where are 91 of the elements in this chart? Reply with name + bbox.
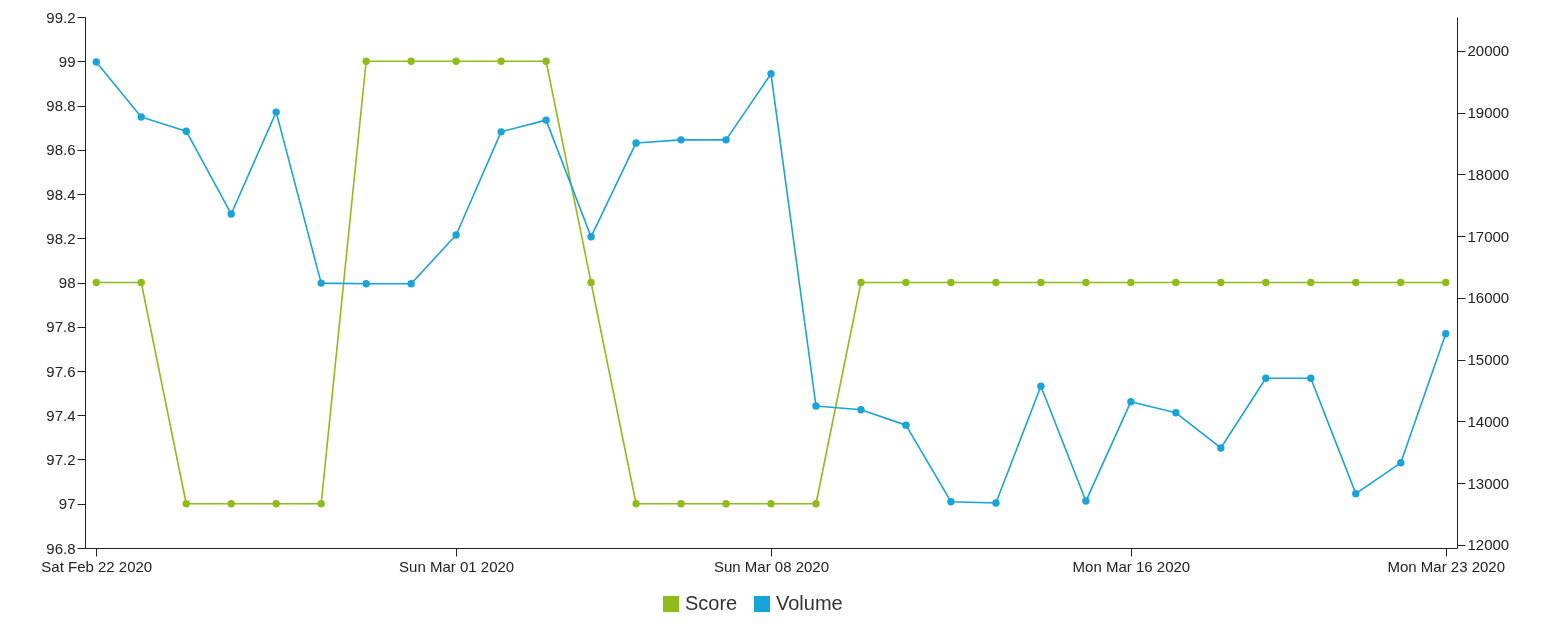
y-tick-label: 99 [58, 52, 76, 70]
y-tick-label: 97.2 [46, 451, 76, 468]
x-tick-label: Sun Mar 08 2020 [713, 557, 830, 575]
point [1397, 459, 1405, 467]
y2-tick-label: 15000 [1467, 351, 1510, 369]
point [587, 278, 595, 287]
point [137, 113, 145, 121]
y-tick-label: 97.8 [46, 318, 76, 336]
point [1442, 330, 1450, 338]
point [1307, 278, 1315, 287]
point [1217, 278, 1225, 287]
y2-tick-label: 13000 [1467, 474, 1510, 492]
x-tick-label: Mon Mar 16 2020 [1072, 557, 1191, 575]
point [632, 500, 640, 508]
point [947, 497, 955, 506]
y2-tick-label: 12000 [1467, 536, 1510, 554]
y-tick-label: 97.6 [46, 362, 76, 380]
legend-label: Score [685, 592, 738, 614]
y-tick-label: 97.4 [46, 406, 76, 424]
point [272, 500, 280, 508]
point [1127, 397, 1135, 406]
y2-tick-label: 14000 [1467, 412, 1510, 430]
point [587, 233, 595, 241]
point [92, 58, 100, 66]
y2-tick-label: 17000 [1467, 227, 1510, 245]
point [902, 278, 910, 287]
point [407, 57, 415, 65]
point [767, 500, 775, 508]
y-tick-label: 98.8 [46, 97, 76, 114]
y2-tick-label: 16000 [1467, 289, 1510, 307]
point [1262, 278, 1270, 287]
point [632, 139, 640, 147]
y-tick-label: 98.4 [46, 185, 76, 203]
y2-tick-label: 18000 [1467, 165, 1510, 183]
point [497, 57, 505, 65]
point [317, 279, 325, 287]
point [857, 278, 865, 287]
point [1082, 278, 1090, 287]
point [227, 500, 235, 508]
point [1037, 278, 1045, 287]
x-tick-label: Sat Feb 22 2020 [41, 557, 153, 575]
point [812, 500, 820, 508]
x-tick-label: Mon Mar 23 2020 [1387, 557, 1506, 575]
point [1307, 374, 1315, 382]
point [362, 280, 370, 288]
point [1352, 278, 1360, 287]
point [857, 405, 865, 414]
point [1442, 278, 1450, 287]
y-tick-label: 98.2 [46, 229, 76, 247]
point [902, 421, 910, 429]
point [362, 57, 370, 65]
point [227, 210, 235, 218]
y-tick-label: 98.6 [46, 141, 76, 159]
point [407, 280, 415, 288]
point [947, 278, 955, 287]
point [1037, 382, 1045, 390]
point [452, 57, 460, 65]
point [992, 278, 1000, 287]
point [1262, 374, 1270, 382]
y-tick-label: 98 [58, 274, 76, 291]
point [1127, 278, 1135, 287]
point [182, 127, 190, 135]
point [677, 500, 685, 508]
point [542, 116, 550, 124]
point [1217, 444, 1225, 452]
point [497, 128, 505, 136]
x-tick-label: Sun Mar 01 2020 [399, 557, 515, 575]
point [1352, 489, 1360, 498]
point [272, 108, 280, 116]
point [452, 231, 460, 239]
y-tick-label: 97 [58, 495, 76, 513]
y-tick-label: 96.8 [46, 539, 76, 557]
point [92, 278, 100, 287]
point [542, 57, 550, 65]
point [317, 500, 325, 508]
point [812, 402, 820, 410]
point [1172, 409, 1180, 417]
point [722, 136, 730, 144]
legend-label: Volume [776, 592, 843, 614]
y2-tick-label: 20000 [1467, 42, 1510, 60]
point [182, 500, 190, 508]
y-tick-label: 99.2 [46, 8, 76, 26]
point [1172, 278, 1180, 287]
point [992, 499, 1000, 507]
point [1397, 278, 1405, 287]
point [722, 500, 730, 508]
point [677, 136, 685, 144]
point [767, 70, 775, 78]
point [1082, 497, 1090, 505]
y2-tick-label: 19000 [1467, 104, 1510, 122]
point [137, 278, 145, 287]
